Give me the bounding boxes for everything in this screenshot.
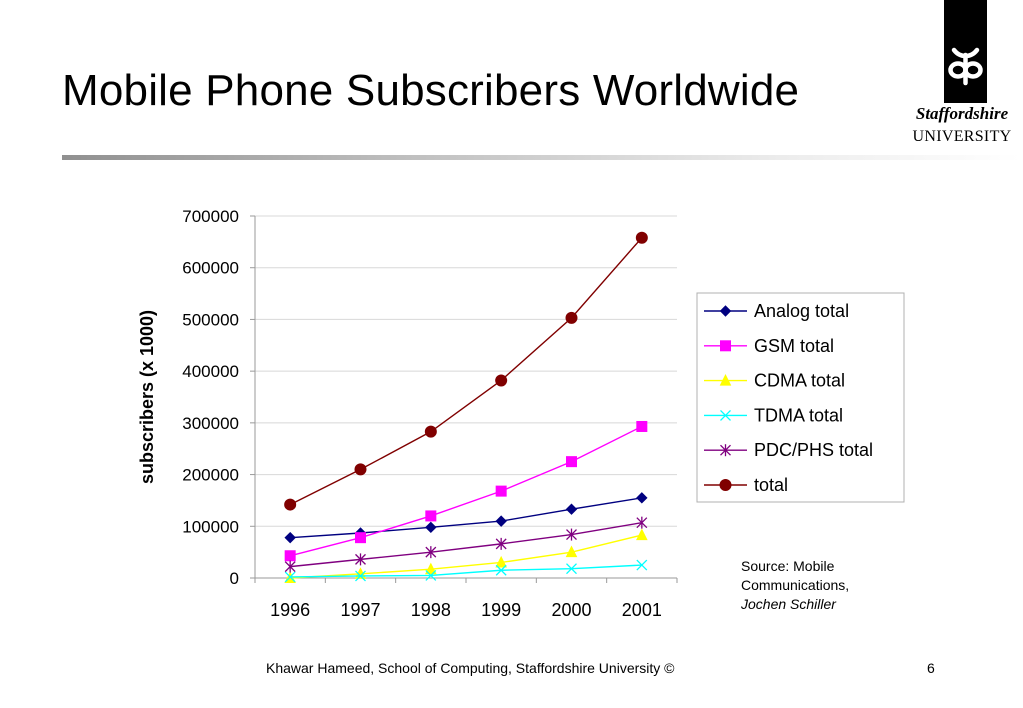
series-cdma-total [284, 528, 648, 583]
data-point-analog-total [284, 531, 296, 544]
data-point-pdc-phs-total [284, 560, 296, 573]
x-tick-label: 2001 [622, 600, 662, 620]
data-point-gsm-total [495, 485, 507, 497]
y-tick-label: 100000 [182, 517, 239, 536]
x-tick-label: 1999 [481, 600, 521, 620]
legend-label: TDMA total [754, 405, 843, 425]
legend-item-analog-total: Analog total [704, 301, 849, 321]
footer-text: Khawar Hameed, School of Computing, Staf… [266, 660, 675, 676]
data-point-total [424, 425, 437, 438]
data-point-cdma-total [425, 562, 437, 575]
legend-label: GSM total [754, 336, 834, 356]
data-point-gsm-total [636, 420, 648, 432]
y-tick-label: 600000 [182, 259, 239, 278]
series-gsm-total [284, 420, 648, 562]
gridlines [255, 215, 677, 527]
data-point-gsm-total [425, 510, 437, 522]
slide-title: Mobile Phone Subscribers Worldwide [62, 66, 800, 115]
data-point-tdma-total [566, 563, 577, 575]
legend-marker [719, 479, 732, 491]
legend-marker [720, 409, 731, 421]
data-point-total [354, 463, 367, 476]
series-line-analog-total [290, 497, 642, 539]
legend-item-total: total [704, 475, 788, 495]
x-tick-labels: 1996 1997 1998 1999 2000 2001 [254, 578, 678, 620]
data-point-analog-total [425, 521, 437, 534]
legend-item-gsm-total: GSM total [704, 336, 834, 356]
series-pdc-phs-total [284, 516, 648, 573]
y-tick-label: 300000 [182, 414, 239, 433]
source-line-2: Communications, [741, 577, 850, 593]
data-point-pdc-phs-total [495, 537, 507, 550]
source-note: Source: Mobile Communications, Jochen Sc… [741, 557, 849, 614]
legend-marker [720, 340, 731, 352]
logo-name: Staffordshire [915, 104, 1009, 123]
data-point-total [565, 311, 578, 324]
data-point-tdma-total [425, 569, 437, 581]
source-line-1: Source: Mobile [741, 558, 835, 574]
legend-item-pdc-phs-total: PDC/PHS total [704, 440, 873, 460]
legend-marker [719, 373, 732, 386]
chart-legend: Analog total GSM total CDMA total TDMA tota… [696, 292, 905, 503]
data-point-tdma-total [284, 571, 296, 583]
page-number: 6 [927, 660, 935, 676]
logo-subtitle: UNIVERSITY [912, 128, 1012, 145]
data-point-cdma-total [565, 545, 578, 558]
series-tdma-total [284, 559, 648, 583]
legend-item-cdma-total: CDMA total [704, 371, 845, 391]
legend-marker [719, 305, 732, 317]
data-point-total [284, 498, 297, 511]
data-point-cdma-total [495, 555, 507, 568]
data-point-analog-total [495, 515, 507, 527]
data-point-cdma-total [636, 528, 648, 541]
legend-marker [720, 444, 731, 457]
university-logo: Staffordshire UNIVERSITY [906, 0, 1018, 150]
data-point-pdc-phs-total [355, 553, 366, 566]
y-axis-title: subscribers (x 1000) [137, 310, 157, 484]
x-tick-label: 1997 [340, 600, 380, 620]
legend-label: Analog total [754, 301, 849, 321]
legend-label: PDC/PHS total [754, 440, 873, 460]
x-tick-label: 2000 [551, 600, 591, 620]
legend-item-tdma-total: TDMA total [704, 405, 843, 425]
data-point-pdc-phs-total [566, 528, 577, 541]
data-point-pdc-phs-total [636, 516, 648, 529]
series-line-total [289, 237, 643, 506]
series-line-tdma-total [290, 564, 642, 578]
series-analog-total [284, 492, 648, 544]
data-point-gsm-total [566, 456, 577, 468]
stafford-knot-icon [948, 47, 983, 86]
x-tick-label: 1996 [270, 600, 310, 620]
data-point-gsm-total [284, 550, 296, 562]
series-line-cdma-total [290, 534, 642, 579]
y-tick-label: 200000 [182, 466, 239, 485]
y-tick-label: 0 [230, 569, 239, 588]
y-tick-label: 400000 [182, 362, 239, 381]
data-point-analog-total [636, 492, 648, 504]
legend-label: total [754, 475, 788, 495]
title-divider [62, 155, 1020, 160]
data-point-tdma-total [355, 570, 366, 582]
series-line-gsm-total [289, 425, 643, 557]
legend-label: CDMA total [754, 371, 845, 391]
series-line-pdc-phs-total [290, 521, 642, 568]
y-tick-label: 500000 [182, 310, 239, 329]
data-point-total [495, 374, 508, 387]
y-tick-labels: 0 100000 200000 300000 400000 500000 600000 700… [182, 207, 255, 588]
data-point-tdma-total [495, 564, 507, 576]
data-point-pdc-phs-total [425, 546, 437, 559]
legend-box [696, 292, 905, 503]
source-author: Jochen Schiller [741, 596, 836, 612]
data-point-total [635, 231, 648, 244]
y-tick-label: 700000 [182, 207, 239, 226]
x-tick-label: 1998 [411, 600, 451, 620]
logo-crest [944, 0, 987, 103]
series-total [284, 231, 648, 511]
data-point-gsm-total [355, 532, 366, 544]
data-point-analog-total [565, 503, 578, 515]
data-point-tdma-total [636, 559, 648, 571]
